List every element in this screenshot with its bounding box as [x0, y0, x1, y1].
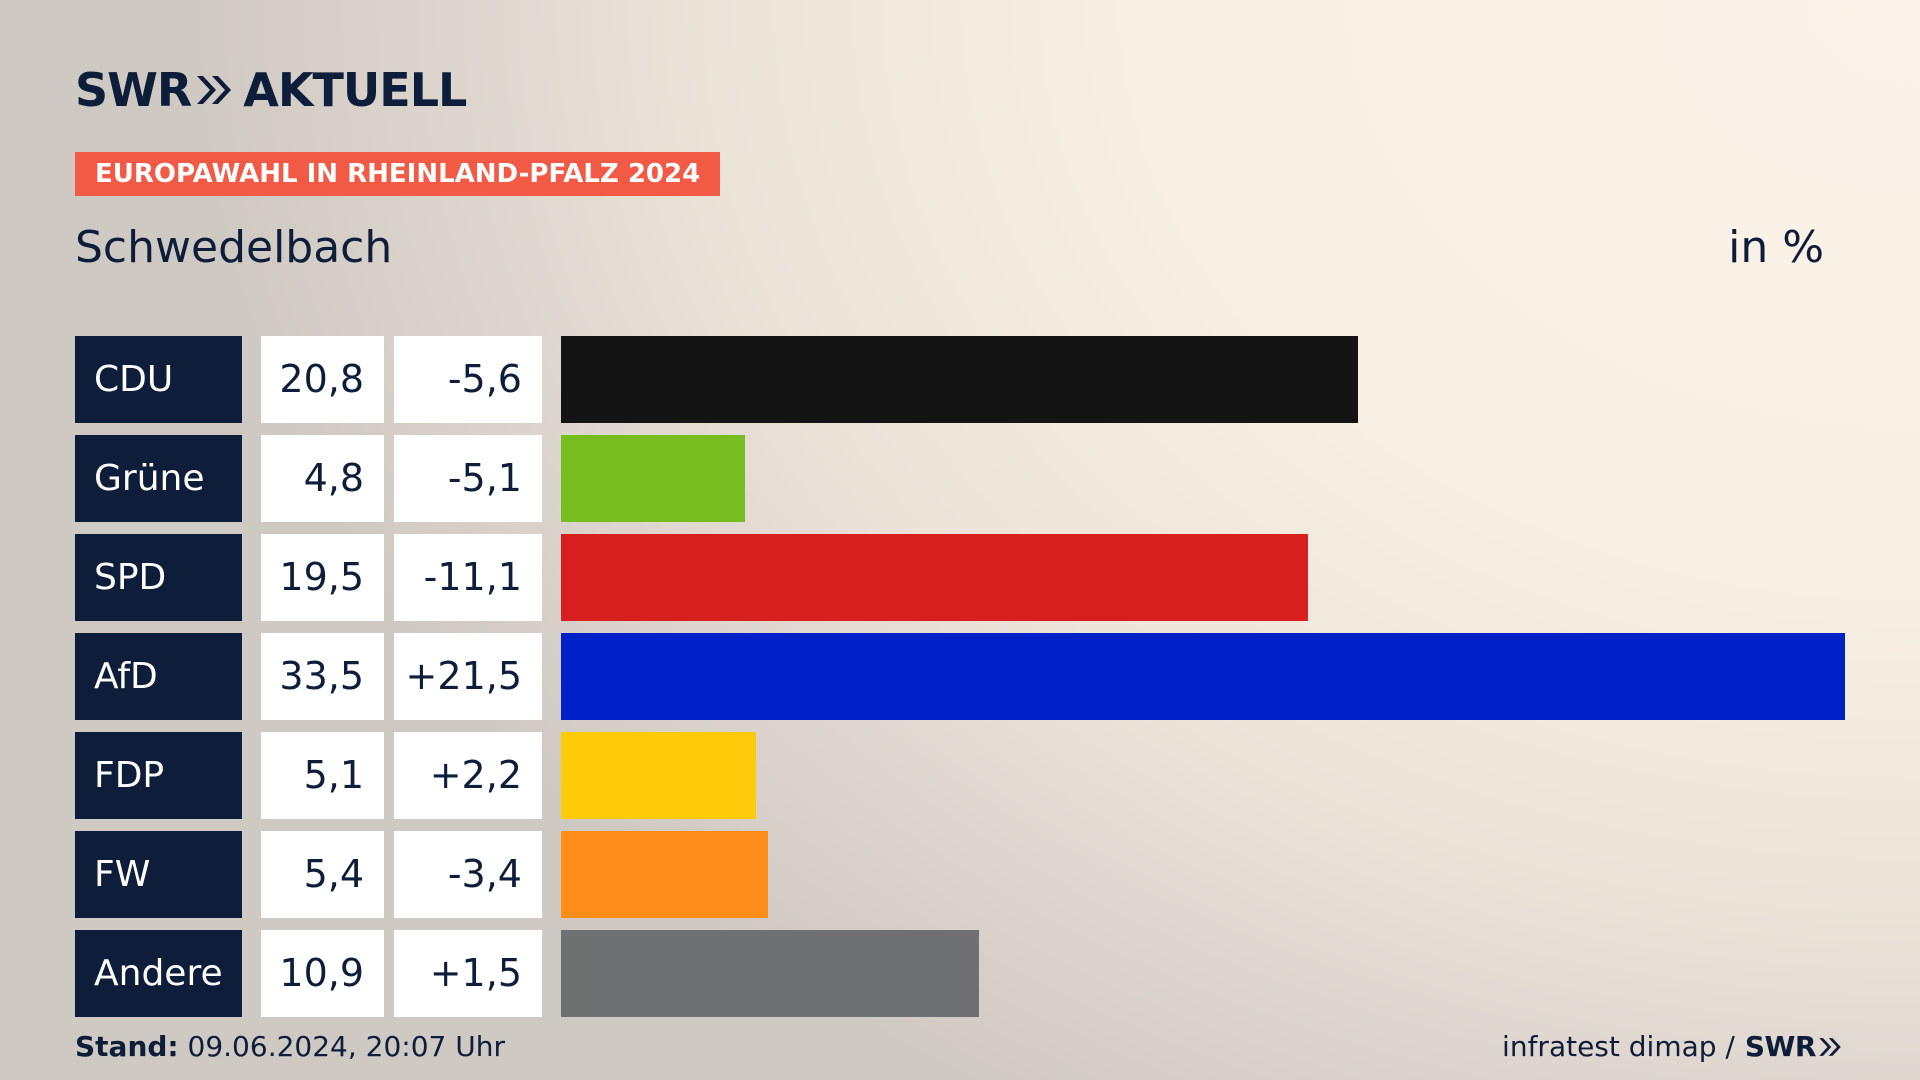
- mini-chevron-icon: [1819, 1037, 1841, 1056]
- logo-swr-text: SWR: [75, 63, 192, 117]
- vote-change-value: +21,5: [394, 633, 542, 720]
- source-text: infratest dimap /: [1502, 1030, 1735, 1063]
- result-bar: [561, 633, 1845, 720]
- vote-share-value: 33,5: [261, 633, 384, 720]
- chart-title: Schwedelbach: [75, 222, 393, 273]
- unit-label: in %: [1728, 222, 1824, 273]
- vote-share-value: 10,9: [261, 930, 384, 1017]
- swr-mini-logo: SWR: [1745, 1030, 1842, 1063]
- swr-aktuell-logo: SWR AKTUELL: [75, 63, 467, 117]
- result-row: SPD 19,5 -11,1: [75, 534, 1845, 621]
- vote-change-value: -5,6: [394, 336, 542, 423]
- result-bar: [561, 336, 1358, 423]
- party-label: SPD: [75, 534, 242, 621]
- vote-share-value: 5,4: [261, 831, 384, 918]
- result-row: Grüne 4,8 -5,1: [75, 435, 1845, 522]
- party-label: FW: [75, 831, 242, 918]
- result-bar: [561, 831, 768, 918]
- timestamp: Stand: 09.06.2024, 20:07 Uhr: [75, 1030, 505, 1063]
- vote-share-value: 5,1: [261, 732, 384, 819]
- vote-change-value: -5,1: [394, 435, 542, 522]
- result-bar: [561, 930, 979, 1017]
- result-bar: [561, 534, 1308, 621]
- result-row: Andere 10,9 +1,5: [75, 930, 1845, 1017]
- vote-share-value: 19,5: [261, 534, 384, 621]
- party-label: AfD: [75, 633, 242, 720]
- result-row: AfD 33,5 +21,5: [75, 633, 1845, 720]
- double-chevron-icon: [195, 73, 233, 107]
- source-credit: infratest dimap / SWR: [1502, 1030, 1842, 1063]
- stand-label: Stand:: [75, 1030, 179, 1063]
- result-row: FW 5,4 -3,4: [75, 831, 1845, 918]
- vote-change-value: +1,5: [394, 930, 542, 1017]
- result-bar: [561, 435, 745, 522]
- party-label: Grüne: [75, 435, 242, 522]
- party-label: CDU: [75, 336, 242, 423]
- result-bar: [561, 732, 756, 819]
- vote-change-value: -11,1: [394, 534, 542, 621]
- vote-change-value: -3,4: [394, 831, 542, 918]
- party-label: FDP: [75, 732, 242, 819]
- vote-share-value: 20,8: [261, 336, 384, 423]
- election-badge: EUROPAWAHL IN RHEINLAND-PFALZ 2024: [75, 152, 721, 196]
- vote-share-value: 4,8: [261, 435, 384, 522]
- swr-mini-logo-text: SWR: [1744, 1030, 1817, 1063]
- result-row: FDP 5,1 +2,2: [75, 732, 1845, 819]
- stand-value: 09.06.2024, 20:07 Uhr: [187, 1030, 505, 1063]
- result-row: CDU 20,8 -5,6: [75, 336, 1845, 423]
- party-label: Andere: [75, 930, 242, 1017]
- vote-change-value: +2,2: [394, 732, 542, 819]
- logo-aktuell-text: AKTUELL: [243, 63, 467, 117]
